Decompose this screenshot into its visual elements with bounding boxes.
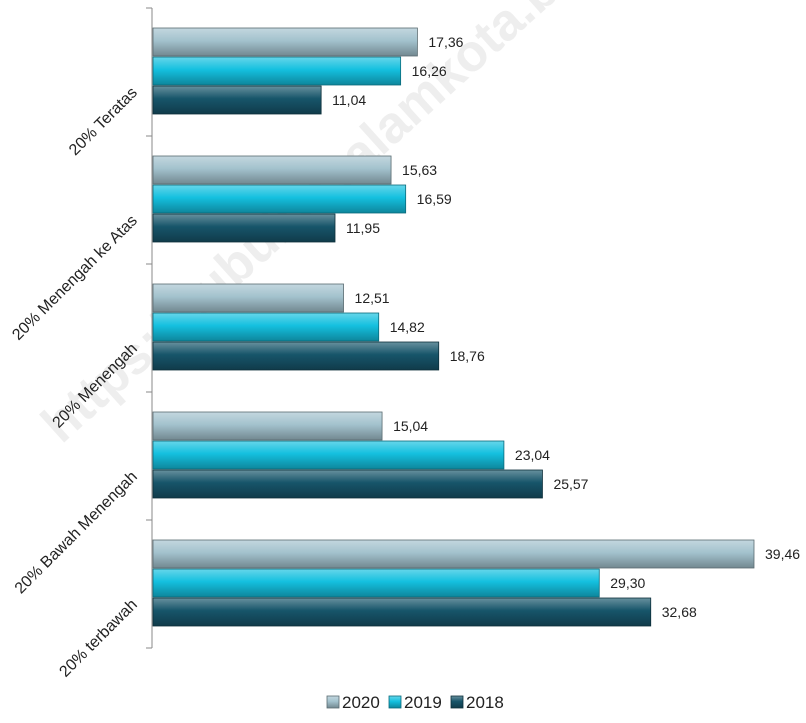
- bar-2020: [152, 155, 392, 185]
- category-label: 20% terbawah: [56, 596, 140, 680]
- bar-2018: [152, 597, 652, 627]
- legend-label: 2019: [404, 693, 442, 712]
- legend: 2020 2019 2018: [326, 693, 504, 712]
- bar-2019: [152, 312, 380, 342]
- bars-group: [152, 27, 755, 627]
- category-label: 20% Menengah ke Atas: [9, 212, 141, 344]
- y-axis-ticks: [146, 7, 152, 649]
- data-label: 11,04: [332, 92, 366, 108]
- data-label: 15,63: [402, 162, 437, 178]
- category-label: 20% Bawah Menengah: [12, 468, 141, 597]
- legend-swatch-2018: [450, 695, 464, 709]
- legend-swatch-2020: [326, 695, 340, 709]
- data-label: 14,82: [390, 319, 425, 335]
- data-label: 17,36: [428, 34, 463, 50]
- category-label: 20% Menengah: [50, 340, 141, 431]
- bar-2019: [152, 568, 600, 598]
- bar-2020: [152, 539, 755, 569]
- legend-label: 2020: [342, 693, 380, 712]
- bar-2018: [152, 341, 440, 371]
- data-labels-group: 17,36 16,26 11,04 15,63 16,59 11,95 12,5114,82…: [332, 34, 800, 620]
- bar-2020: [152, 27, 418, 57]
- category-label: 20% Teratas: [66, 84, 141, 159]
- legend-swatch-2019: [388, 695, 402, 709]
- data-label: 16,26: [412, 63, 447, 79]
- data-label: 25,57: [553, 476, 588, 492]
- bar-2020: [152, 411, 383, 441]
- bar-2018: [152, 469, 543, 499]
- data-label: 29,30: [610, 575, 645, 591]
- data-label: 15,04: [393, 418, 428, 434]
- data-label: 12,51: [355, 290, 390, 306]
- data-label: 11,95: [346, 220, 380, 236]
- data-label: 23,04: [515, 447, 550, 463]
- bar-2018: [152, 85, 322, 115]
- bar-2018: [152, 213, 336, 243]
- data-label: 32,68: [662, 604, 697, 620]
- bar-2019: [152, 56, 402, 86]
- data-label: 39,46: [765, 546, 800, 562]
- data-label: 18,76: [450, 348, 485, 364]
- bar-2019: [152, 184, 407, 214]
- bar-2019: [152, 440, 505, 470]
- data-label: 16,59: [417, 191, 452, 207]
- legend-label: 2018: [466, 693, 504, 712]
- bar-2020: [152, 283, 344, 313]
